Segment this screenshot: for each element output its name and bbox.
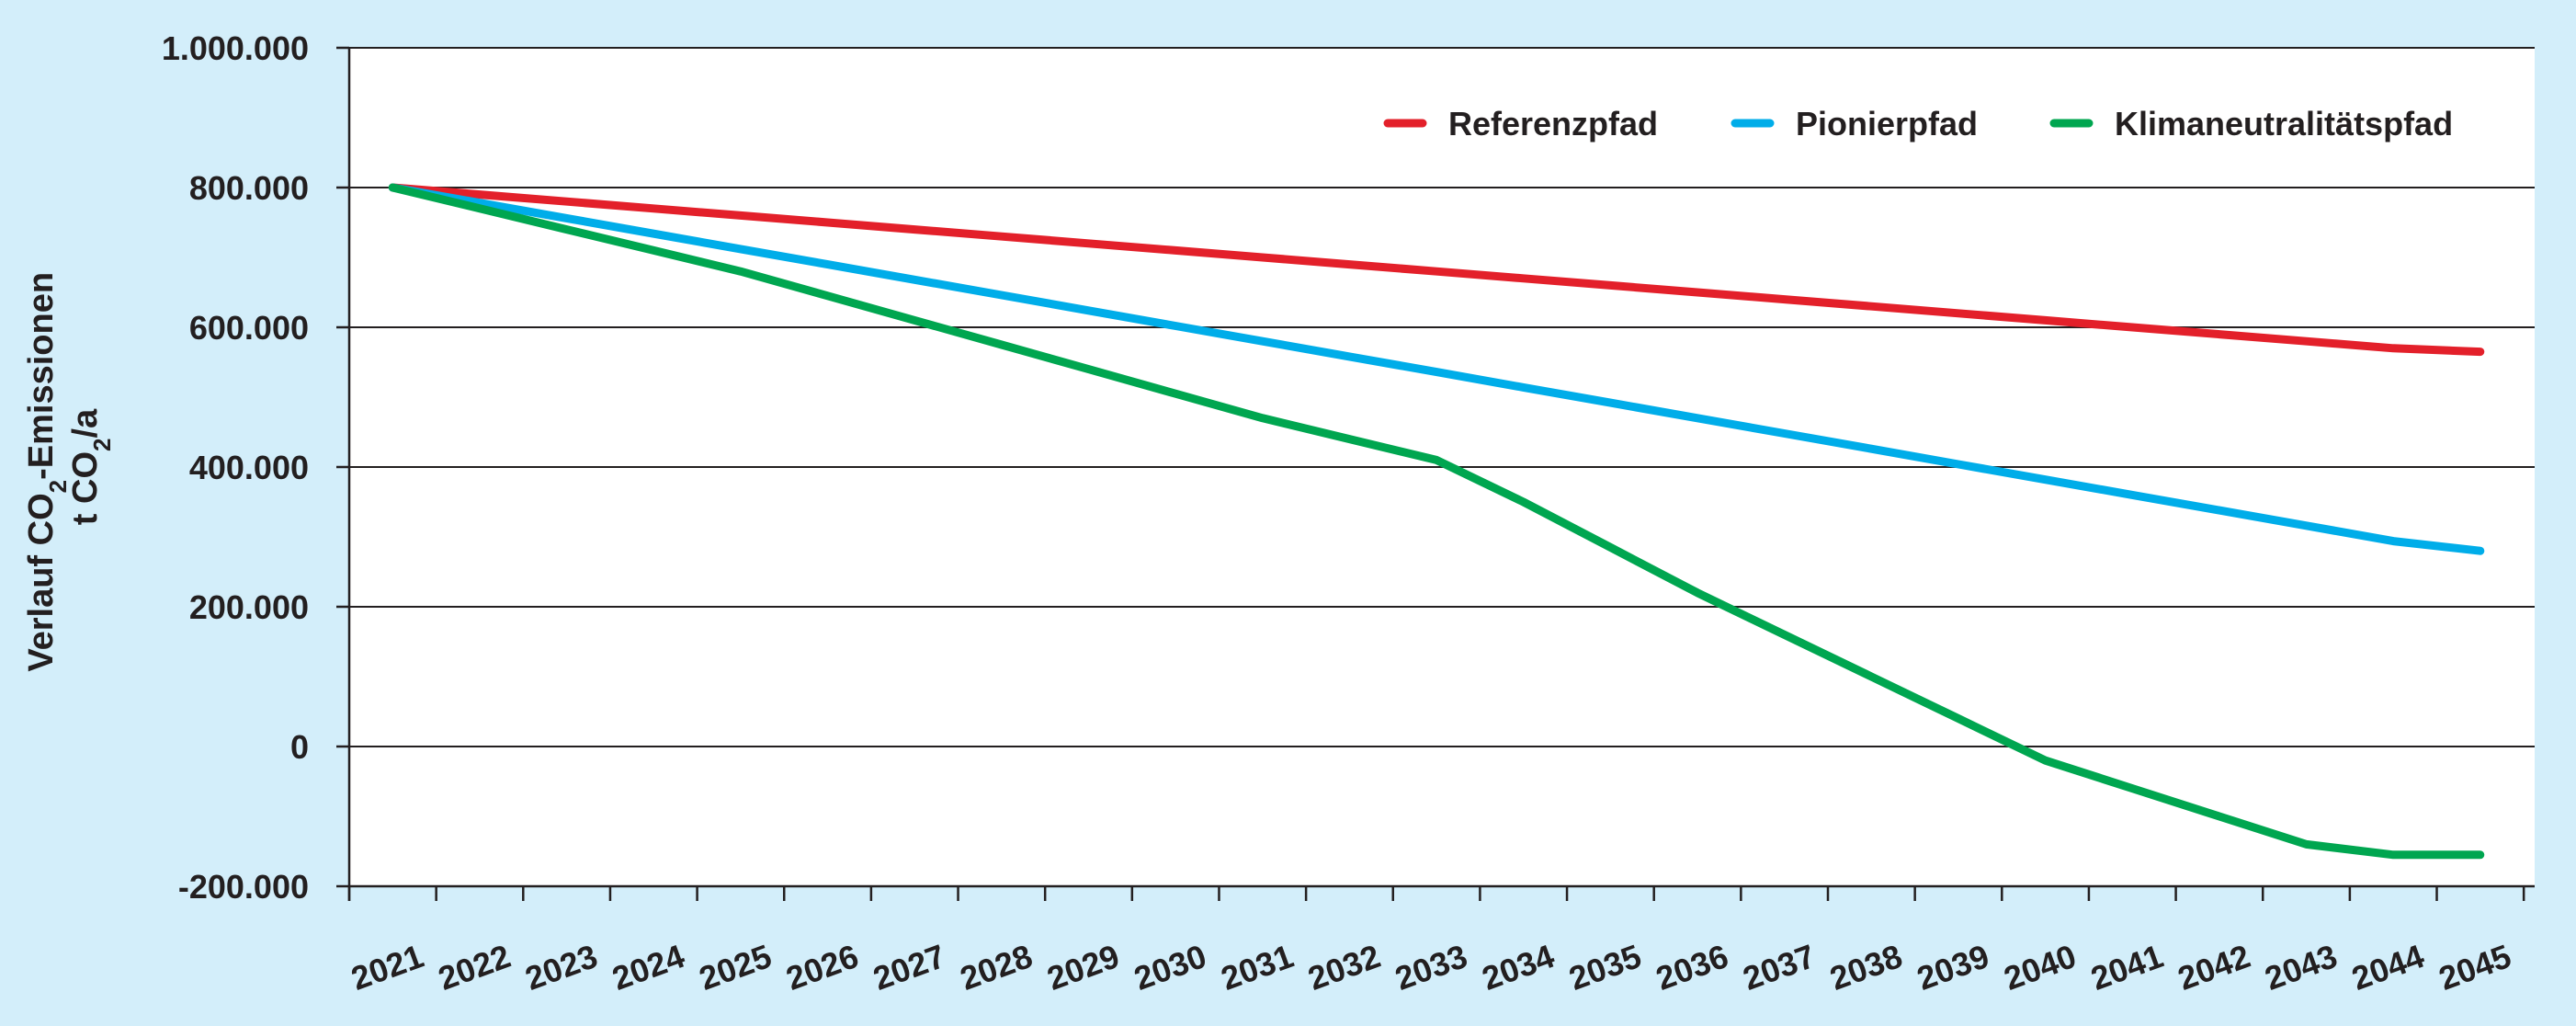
- x-tick-label: 2042: [2173, 937, 2254, 998]
- x-tick-labels: 2021 2022 2023 2024 2025 2026 2027 2028 2029 2030…: [346, 937, 2516, 998]
- y-tick-label: 1.000.000: [162, 29, 309, 67]
- y-tick-label: 0: [290, 728, 309, 766]
- y-tick-labels: -200.000 0 200.000 400.000 600.000 800.000 1.0…: [162, 29, 309, 906]
- x-tick-label: 2029: [1042, 937, 1124, 998]
- y-label-2c: /a: [66, 408, 105, 439]
- x-tick-label: 2044: [2347, 937, 2429, 998]
- y-tick-label: -200.000: [178, 868, 309, 906]
- x-tick-label: 2037: [1738, 937, 1820, 998]
- y-label-1b-subscript: 2: [44, 480, 72, 493]
- series-line-0: [388, 183, 2485, 357]
- series-lines: [388, 183, 2485, 860]
- legend-label: Referenzpfad: [1448, 105, 1658, 142]
- legend-label: Klimaneutralitätspfad: [2115, 105, 2453, 142]
- y-label-2a: t CO: [66, 451, 105, 525]
- y-tick-label: 600.000: [189, 309, 309, 347]
- x-tick-label: 2038: [1825, 937, 1907, 998]
- axes: [336, 46, 2535, 901]
- x-tick-label: 2032: [1303, 937, 1385, 998]
- legend: Referenzpfad Pionierpfad Klimaneutralitäts…: [1383, 105, 2453, 142]
- x-tick-label: 2034: [1477, 937, 1559, 998]
- x-tick-label: 2025: [694, 937, 776, 998]
- x-tick-label: 2023: [520, 937, 602, 998]
- x-tick-label: 2024: [607, 937, 689, 998]
- y-axis-label-line1: Verlauf CO2-Emissionen: [22, 272, 72, 672]
- x-tick-label: 2021: [346, 937, 428, 998]
- y-tick-label: 800.000: [189, 169, 309, 207]
- x-tick-label: 2039: [1912, 937, 1993, 998]
- x-tick-label: 2043: [2260, 937, 2342, 998]
- y-tick-label: 400.000: [189, 449, 309, 486]
- x-tick-label: 2027: [868, 937, 950, 998]
- series-line-2: [388, 183, 2485, 860]
- x-tick-label: 2026: [781, 937, 863, 998]
- y-label-2b-subscript: 2: [88, 439, 116, 451]
- y-axis-label: Verlauf CO2-Emissionen t CO2/a: [22, 262, 116, 671]
- x-tick-label: 2022: [433, 937, 515, 998]
- x-tick-label: 2033: [1390, 937, 1472, 998]
- y-tick-label: 200.000: [189, 588, 309, 626]
- x-tick-label: 2031: [1216, 937, 1298, 998]
- series-line-1: [388, 183, 2485, 555]
- y-label-1c: -Emissionen: [22, 272, 61, 480]
- x-tick-label: 2028: [955, 937, 1037, 998]
- x-tick-label: 2035: [1564, 937, 1646, 998]
- y-axis-label-line2: t CO2/a: [66, 408, 116, 525]
- x-tick-label: 2036: [1651, 937, 1732, 998]
- legend-label: Pionierpfad: [1796, 105, 1978, 142]
- y-label-1a: Verlauf CO: [22, 493, 61, 671]
- x-tick-label: 2041: [2086, 937, 2168, 998]
- x-tick-label: 2040: [1999, 937, 2081, 998]
- x-tick-label: 2030: [1129, 937, 1211, 998]
- x-tick-label: 2045: [2434, 937, 2515, 998]
